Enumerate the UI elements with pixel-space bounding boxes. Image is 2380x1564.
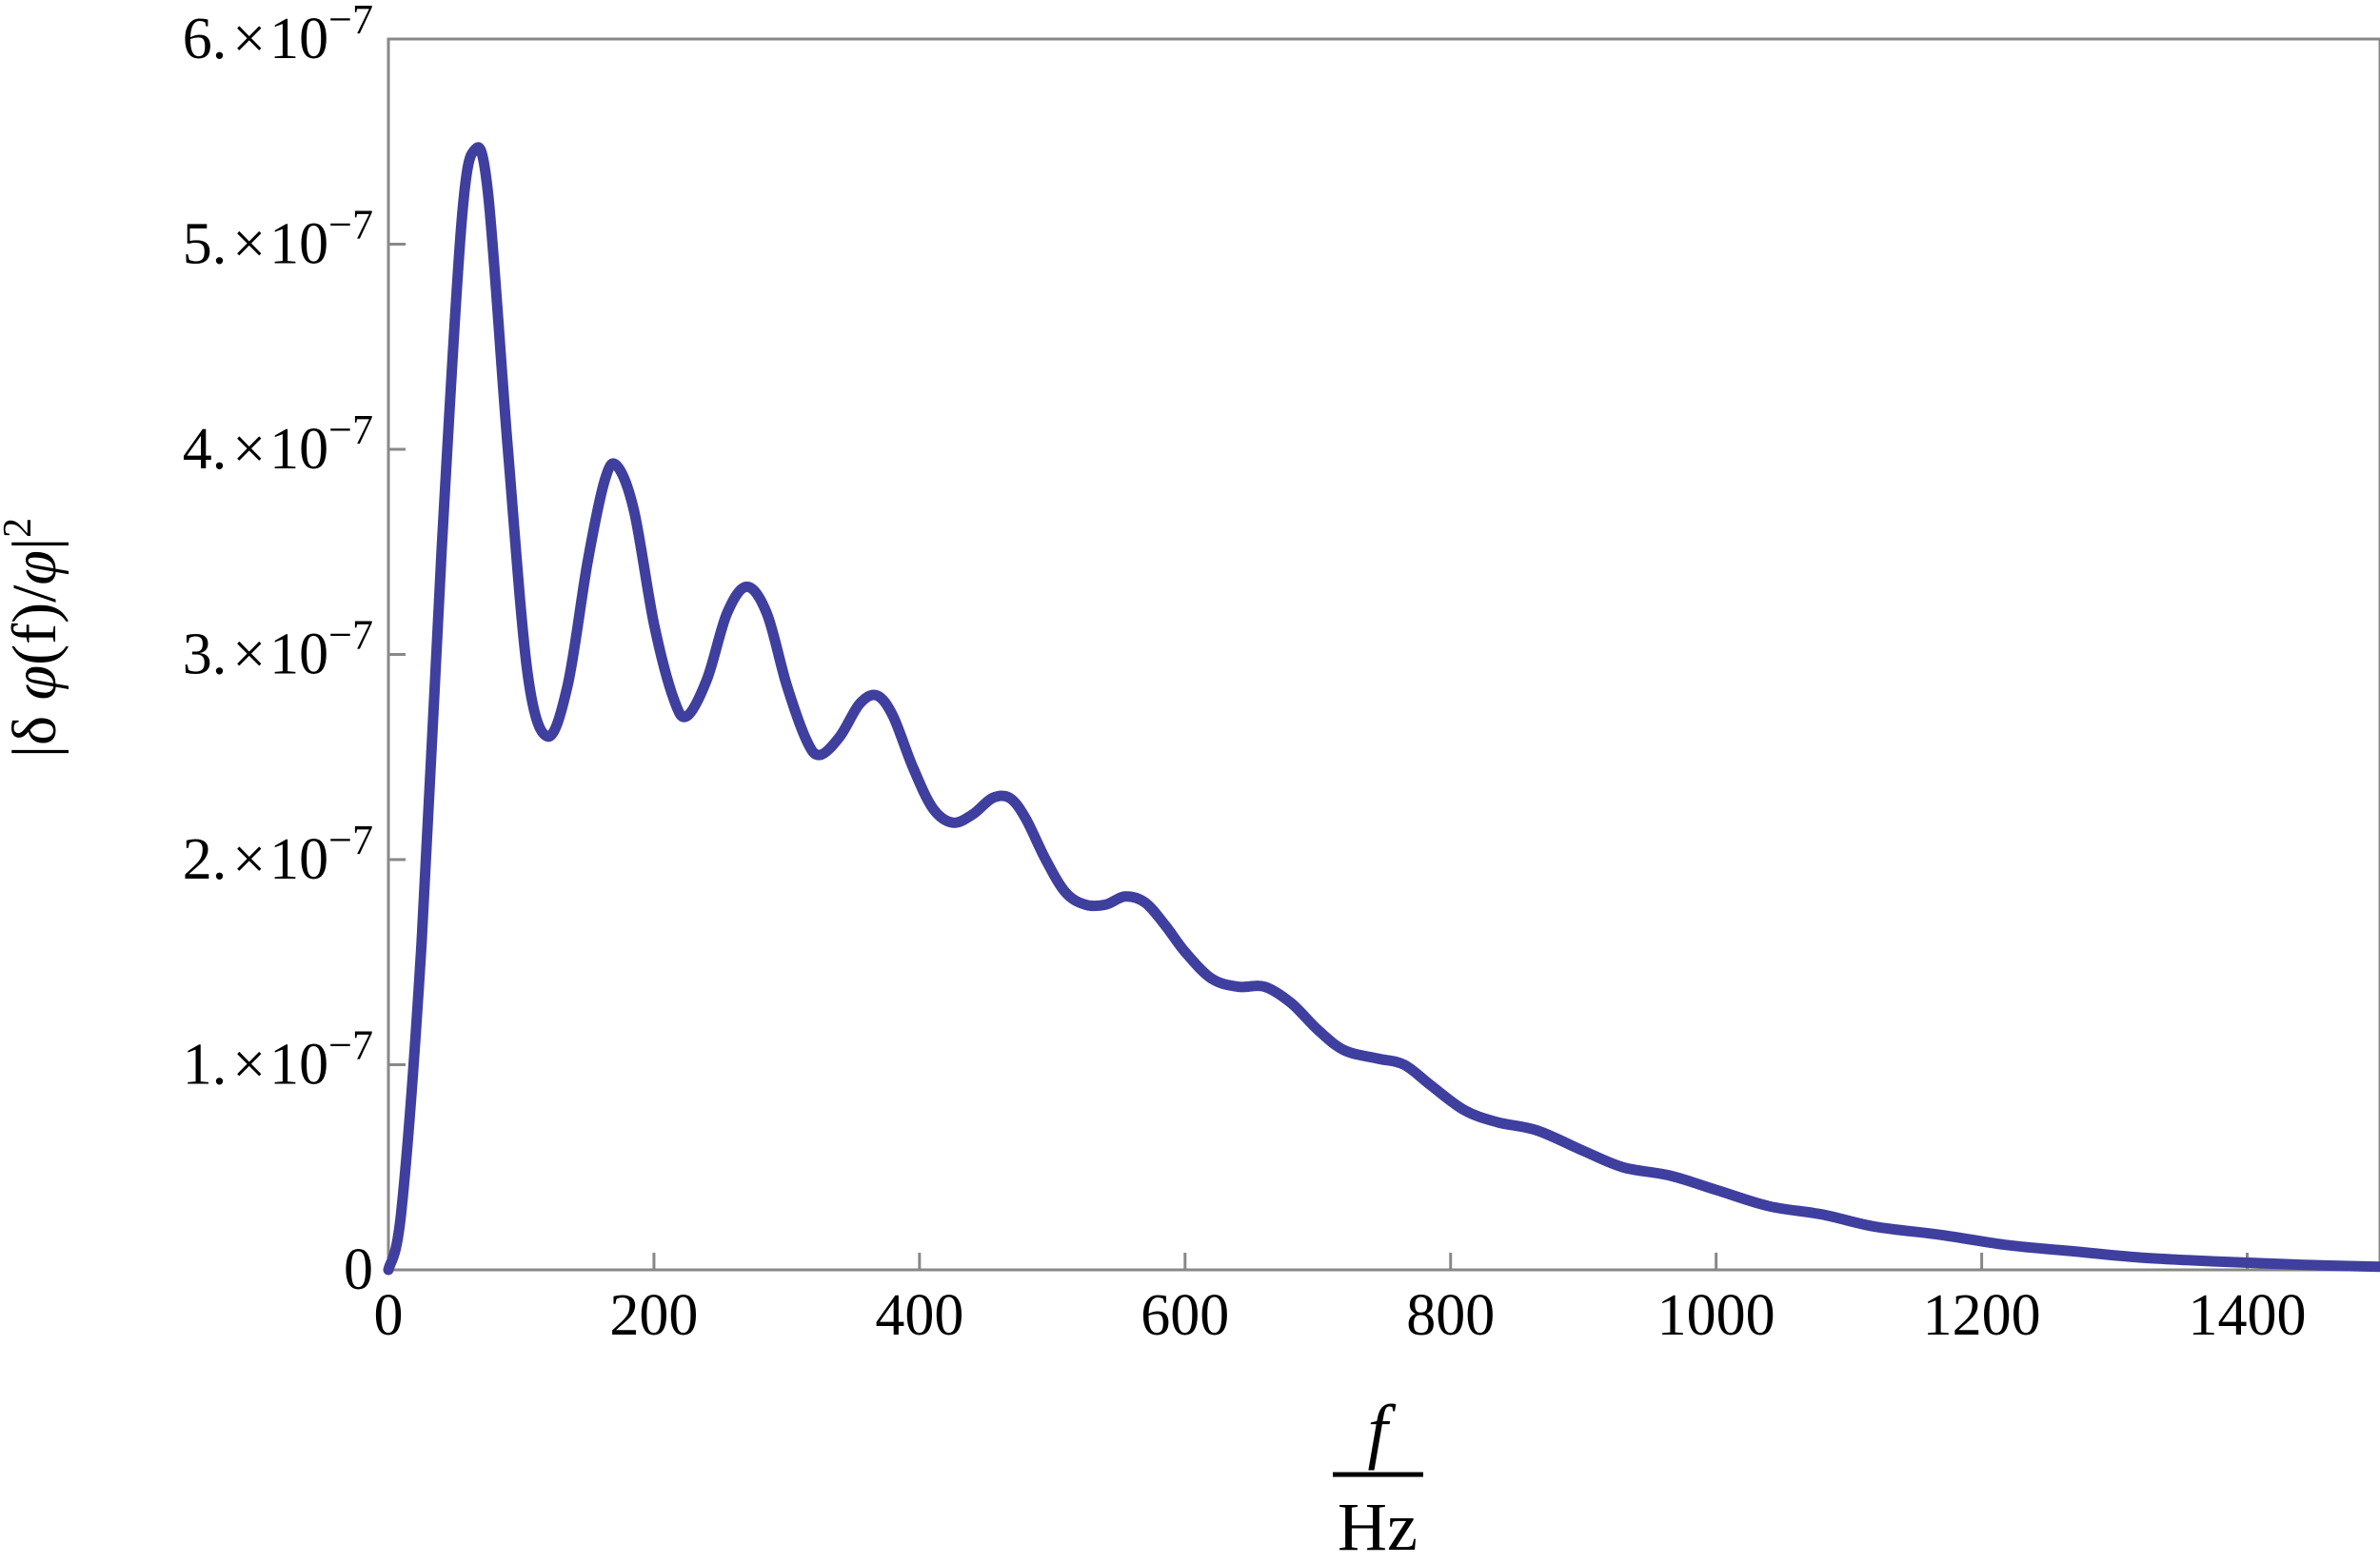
y-axis-label-exponent: 2 bbox=[0, 518, 40, 538]
y-tick-exponent: −7 bbox=[328, 0, 373, 43]
y-tick-label: 1.×10−7 bbox=[183, 1022, 373, 1098]
y-tick-base: 10 bbox=[269, 212, 328, 277]
y-tick-label: 6.×10−7 bbox=[183, 0, 373, 71]
series-line bbox=[383, 142, 2380, 1276]
y-tick-exponent: −7 bbox=[328, 817, 373, 863]
y-tick-exponent: −7 bbox=[328, 612, 373, 659]
x-tick-label: 1400 bbox=[2189, 1283, 2307, 1348]
y-tick-label: 0 bbox=[344, 1237, 373, 1302]
y-axis-label: |δ φ(f)/φ|2 bbox=[0, 518, 69, 758]
y-tick-mantissa: 2. bbox=[183, 827, 228, 892]
y-axis-label-mid: (f)/ bbox=[0, 584, 69, 665]
x-tick-label: 400 bbox=[875, 1283, 963, 1348]
plot-frame bbox=[387, 37, 2380, 1272]
y-tick-times: × bbox=[232, 417, 266, 482]
y-tick-times: × bbox=[232, 827, 266, 892]
y-tick-times: × bbox=[232, 212, 266, 277]
y-tick-times: × bbox=[232, 623, 266, 687]
y-tick-base: 10 bbox=[269, 7, 328, 71]
y-tick-mantissa: 0 bbox=[344, 1237, 373, 1302]
y-tick-base: 10 bbox=[269, 417, 328, 482]
y-tick-exponent: −7 bbox=[328, 1022, 373, 1069]
y-tick-times: × bbox=[232, 1033, 266, 1098]
y-axis-label-prefix: |δ bbox=[0, 700, 69, 758]
x-axis-label-numerator: f bbox=[1367, 1391, 1396, 1471]
x-tick-label: 200 bbox=[609, 1283, 698, 1348]
x-axis-ticks: 0 200 400 600 800 1000 1200 1400 bbox=[374, 1253, 2307, 1348]
y-tick-label: 3.×10−7 bbox=[183, 612, 373, 687]
x-tick-label: 1200 bbox=[1923, 1283, 2041, 1348]
y-tick-exponent: −7 bbox=[328, 202, 373, 248]
x-tick-label: 1000 bbox=[1657, 1283, 1775, 1348]
y-tick-exponent: −7 bbox=[328, 406, 373, 453]
x-axis-label: f Hz bbox=[1333, 1391, 1423, 1564]
y-tick-label: 2.×10−7 bbox=[183, 817, 373, 892]
y-tick-label: 4.×10−7 bbox=[183, 406, 373, 482]
y-axis-ticks: 01.×10−72.×10−73.×10−74.×10−75.×10−76.×1… bbox=[183, 0, 406, 1302]
y-tick-base: 10 bbox=[269, 1033, 328, 1098]
y-axis-label-suffix: | bbox=[0, 538, 69, 550]
y-tick-base: 10 bbox=[269, 827, 328, 892]
y-tick-mantissa: 5. bbox=[183, 212, 228, 277]
y-tick-mantissa: 3. bbox=[183, 623, 228, 687]
y-tick-times: × bbox=[232, 7, 266, 71]
y-axis-label-phi-denominator: φ bbox=[0, 550, 69, 585]
y-tick-base: 10 bbox=[269, 623, 328, 687]
y-tick-mantissa: 1. bbox=[183, 1033, 228, 1098]
x-tick-label: 800 bbox=[1406, 1283, 1495, 1348]
x-axis-label-denominator: Hz bbox=[1338, 1489, 1418, 1564]
y-tick-mantissa: 4. bbox=[183, 417, 228, 482]
y-tick-label: 5.×10−7 bbox=[183, 202, 373, 277]
x-tick-label: 0 bbox=[374, 1283, 404, 1348]
y-axis-label-phi: φ bbox=[0, 665, 69, 701]
y-tick-mantissa: 6. bbox=[183, 7, 228, 71]
x-tick-label: 600 bbox=[1140, 1283, 1229, 1348]
